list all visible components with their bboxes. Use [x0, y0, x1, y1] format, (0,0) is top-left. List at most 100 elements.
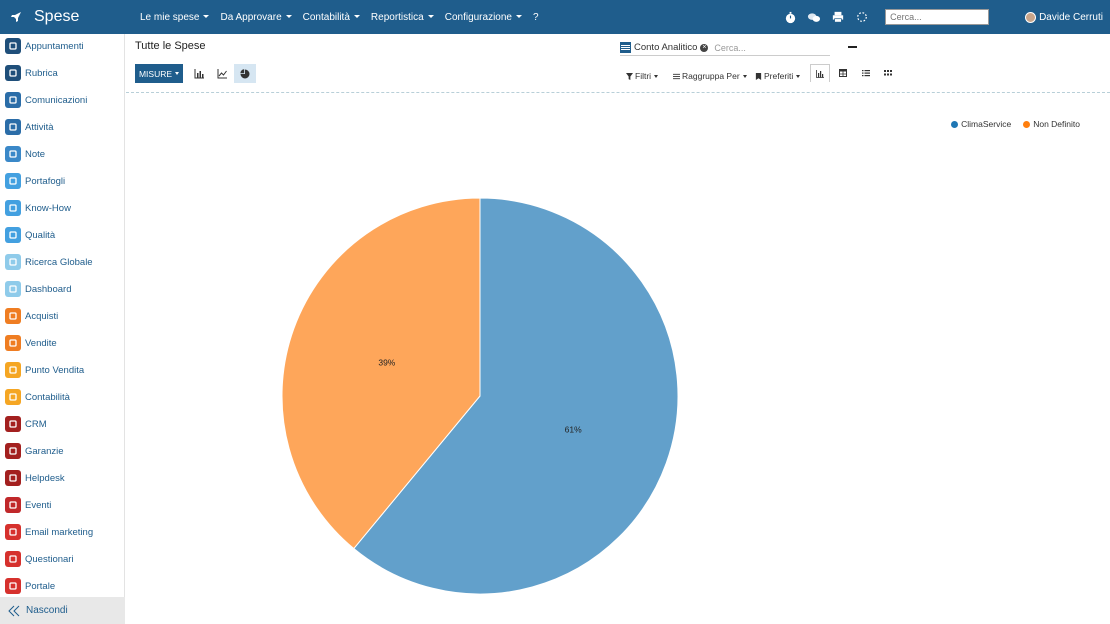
list-icon: [862, 70, 870, 77]
chevron-down-icon: [796, 74, 801, 78]
headset-icon: [5, 470, 21, 486]
double-chevron-left-icon: [8, 605, 20, 616]
pie-slice-label: 39%: [378, 357, 395, 367]
menu-help[interactable]: ?: [532, 11, 539, 23]
sidebar-item-rubrica[interactable]: Rubrica: [0, 62, 125, 84]
search-input[interactable]: Cerca...: [714, 42, 746, 53]
sidebar-item-label: Qualità: [25, 229, 56, 241]
print-icon[interactable]: [831, 10, 845, 24]
legend-item[interactable]: ClimaService: [951, 119, 1011, 129]
sidebar-item-label: Contabilità: [25, 391, 70, 403]
sidebar-item-label: Questionari: [25, 553, 74, 565]
timer-icon[interactable]: [783, 10, 797, 24]
menu-configurazione[interactable]: Configurazione: [445, 12, 522, 23]
sidebar-item-eventi[interactable]: Eventi: [0, 494, 125, 516]
purchase-icon: [5, 308, 21, 324]
chat-icon: [5, 92, 21, 108]
filter-icon: [626, 72, 633, 80]
filters-button[interactable]: Filtri: [626, 70, 659, 82]
menu-le-mie-spese[interactable]: Le mie spese: [140, 12, 210, 23]
chart-legend: ClimaService Non Definito: [939, 119, 1080, 129]
top-search-input[interactable]: [885, 9, 990, 25]
sidebar-item-portafogli[interactable]: Portafogli: [0, 170, 125, 192]
view-pivot-button[interactable]: [833, 64, 853, 82]
list-icon: [620, 42, 631, 53]
list-icon: [673, 73, 680, 79]
pie-chart: 61% 39%: [281, 197, 679, 595]
app-brand[interactable]: Spese: [0, 0, 128, 34]
sidebar-item-label: Attività: [25, 121, 54, 133]
chevron-down-icon: [353, 15, 360, 19]
page-title: Tutte le Spese: [135, 40, 206, 52]
sidebar-item-label: Portafogli: [25, 175, 66, 187]
sidebar-item-label: Know-How: [25, 202, 71, 214]
top-navbar: Spese Le mie spese Da Approvare Contabil…: [0, 0, 1110, 34]
hide-sidebar-button[interactable]: Nascondi: [0, 597, 125, 624]
sidebar-item-dashboard[interactable]: Dashboard: [0, 278, 125, 300]
main-content: Tutte le Spese MISURE Conto Analitico × …: [126, 34, 1110, 624]
line-chart-icon: [217, 68, 227, 78]
pie-chart-mode-button[interactable]: [234, 64, 256, 83]
legend-label: Non Definito: [1033, 119, 1080, 129]
chevron-down-icon: [203, 15, 210, 19]
sidebar-item-label: Punto Vendita: [25, 364, 85, 376]
note-icon: [5, 146, 21, 162]
line-chart-mode-button[interactable]: [211, 64, 233, 83]
view-graph-button[interactable]: [810, 64, 830, 82]
sidebar-item-acquisti[interactable]: Acquisti: [0, 305, 125, 327]
avatar: [1025, 11, 1037, 23]
sidebar-item-label: Vendite: [25, 337, 57, 349]
legend-label: ClimaService: [961, 119, 1012, 129]
check-icon: [5, 119, 21, 135]
sidebar-item-helpdesk[interactable]: Helpdesk: [0, 467, 125, 489]
sidebar-item-label: Portale: [25, 580, 56, 592]
sidebar-item-contabilit-[interactable]: Contabilità: [0, 386, 125, 408]
pie-slice[interactable]: [353, 197, 679, 595]
lock-icon: [5, 173, 21, 189]
view-kanban-button[interactable]: [878, 64, 898, 82]
sidebar-item-comunicazioni[interactable]: Comunicazioni: [0, 89, 125, 111]
sidebar-item-qualit-[interactable]: Qualità: [0, 224, 125, 246]
sidebar-item-label: Rubrica: [25, 67, 58, 79]
sidebar-item-label: Dashboard: [25, 283, 72, 295]
bar-chart-mode-button[interactable]: [188, 64, 210, 83]
sidebar-item-appuntamenti[interactable]: Appuntamenti: [0, 35, 125, 57]
sidebar-item-label: Note: [25, 148, 46, 160]
chevron-down-icon: [175, 72, 180, 75]
sidebar-item-questionari[interactable]: Questionari: [0, 548, 125, 570]
sidebar-item-attivit-[interactable]: Attività: [0, 116, 125, 138]
user-name: Davide Cerruti: [1039, 11, 1103, 23]
dashboard-icon: [5, 281, 21, 297]
pie-slice[interactable]: [281, 197, 481, 550]
sidebar-item-portale[interactable]: Portale: [0, 575, 125, 597]
remove-facet-icon[interactable]: ×: [700, 43, 709, 52]
chat-bubbles-icon[interactable]: [807, 10, 821, 24]
menu-da-approvare[interactable]: Da Approvare: [220, 12, 292, 23]
search-facet-box: Conto Analitico × Cerca...: [620, 40, 830, 56]
bar-chart-icon: [194, 68, 204, 78]
view-list-button[interactable]: [856, 64, 876, 82]
user-menu[interactable]: Davide Cerruti: [1025, 11, 1103, 23]
sidebar-item-vendite[interactable]: Vendite: [0, 332, 125, 354]
sidebar-item-label: Eventi: [25, 499, 52, 511]
group-by-button[interactable]: Raggruppa Per: [673, 70, 747, 82]
menu-reportistica[interactable]: Reportistica: [371, 12, 434, 23]
sidebar-item-label: Appuntamenti: [25, 40, 84, 52]
sidebar-item-crm[interactable]: CRM: [0, 413, 125, 435]
sidebar-item-know-how[interactable]: Know-How: [0, 197, 125, 219]
menu-contabilita[interactable]: Contabilità: [303, 12, 360, 23]
calendar-icon: [5, 38, 21, 54]
legend-item[interactable]: Non Definito: [1023, 119, 1080, 129]
sidebar-item-note[interactable]: Note: [0, 143, 125, 165]
search-icon: [5, 254, 21, 270]
pie-chart-icon: [240, 68, 250, 78]
measures-button[interactable]: MISURE: [135, 64, 183, 83]
app-title: Spese: [34, 8, 80, 25]
sidebar-item-ricerca-globale[interactable]: Ricerca Globale: [0, 251, 125, 273]
bookmark-icon: [755, 72, 762, 80]
favorites-button[interactable]: Preferiti: [755, 70, 801, 82]
sidebar-item-punto-vendita[interactable]: Punto Vendita: [0, 359, 125, 381]
collapse-minus-icon[interactable]: [848, 46, 857, 48]
sidebar-item-garanzie[interactable]: Garanzie: [0, 440, 125, 462]
sidebar-item-email-marketing[interactable]: Email marketing: [0, 521, 125, 543]
